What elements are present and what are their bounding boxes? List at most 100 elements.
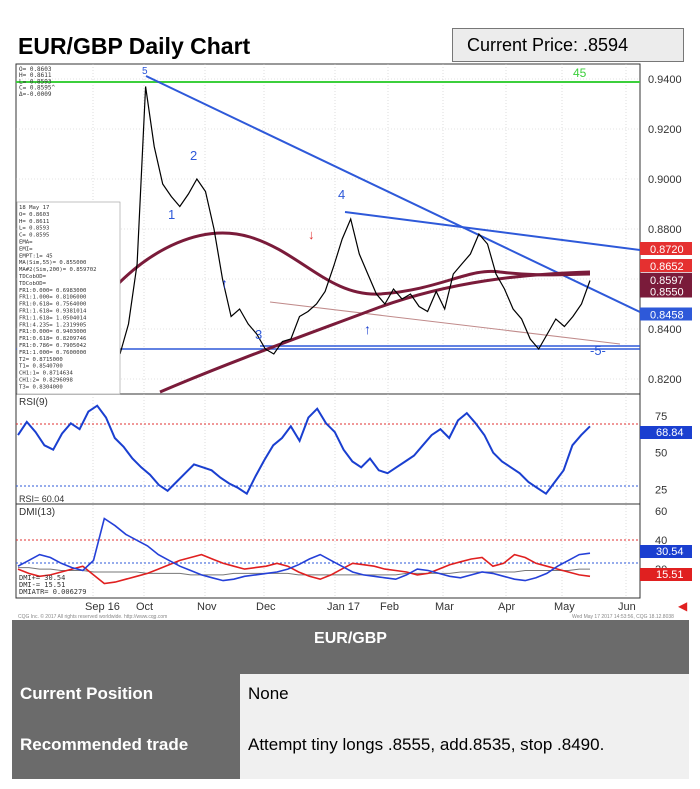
up-arrow-icon: ↑ bbox=[364, 321, 371, 337]
info-box-line: MA#2(Sim,200)= 0.859702 bbox=[19, 267, 96, 273]
current-price-box: Current Price: .8594 bbox=[452, 28, 684, 62]
price-series bbox=[119, 86, 591, 355]
fib-45-label: 45 bbox=[573, 66, 587, 80]
trade-table-heading: EUR/GBP bbox=[12, 620, 689, 674]
info-box-line: O= 0.8603 bbox=[19, 212, 49, 218]
price-tag-label: 0.8720 bbox=[650, 244, 684, 256]
ma200-line bbox=[159, 270, 591, 394]
price-tag-label: 0.8550 bbox=[650, 287, 684, 299]
ohlc-readout-line: L= 0.8593 bbox=[19, 78, 52, 85]
rsi-footer: RSI= 60.04 bbox=[19, 494, 64, 504]
upper-channel-line bbox=[344, 211, 641, 251]
price-tag-label: 0.8458 bbox=[650, 310, 684, 322]
wave-label-3: 3 bbox=[255, 327, 262, 342]
info-box-line: 18 May 17 bbox=[19, 205, 49, 211]
price-tick-label: 0.9000 bbox=[648, 174, 682, 186]
info-box-line: FR1:0.786= 0.7905042 bbox=[19, 343, 86, 349]
dmi-minus-series bbox=[17, 553, 591, 585]
info-box-line: FR1:0.618= 0.7564000 bbox=[19, 302, 86, 308]
current-position-label: Current Position bbox=[12, 674, 240, 722]
rsi-panel-frame bbox=[15, 393, 641, 505]
info-box-line: EMPT:1= 45 bbox=[19, 253, 53, 259]
price-tag bbox=[640, 307, 692, 321]
price-tick-label: 0.8800 bbox=[648, 224, 682, 236]
info-box-line: L= 0.8593 bbox=[19, 226, 49, 232]
chart-footer-right: Wed May 17 2017 14:53:56, CQG 18.12.8038 bbox=[572, 614, 674, 620]
price-tag bbox=[640, 284, 692, 298]
info-box-line: CH1:2= 0.8296098 bbox=[19, 378, 74, 384]
dmi-plus-label: 30.54 bbox=[656, 546, 684, 558]
wave-label-1: 1 bbox=[168, 207, 175, 222]
dmi-axis: 604020 bbox=[655, 506, 667, 576]
info-box-line: FR1:0.000= 0.9403000 bbox=[19, 329, 86, 335]
info-box-line: MA(Sim,55)= 0.855000 bbox=[19, 260, 86, 266]
info-box-line: EMA= bbox=[19, 240, 33, 246]
x-tick-label: Oct bbox=[136, 601, 153, 613]
time-axis: Sep 16 Oct Nov Dec Jan 17 Feb Mar Apr May Jun bbox=[85, 601, 636, 613]
price-tick-label: 0.9200 bbox=[648, 124, 682, 136]
x-tick-label: Feb bbox=[380, 601, 399, 613]
rsi-current-label: 68.84 bbox=[656, 427, 684, 439]
scroll-left-arrow-icon[interactable]: ◀ bbox=[678, 599, 688, 613]
rsi-axis: 75 50 25 bbox=[655, 411, 667, 496]
dmi-plus-tag bbox=[640, 545, 692, 558]
info-box-line: FR1:1.618= 1.0504014 bbox=[19, 315, 87, 321]
recommended-trade-label: Recommended trade bbox=[12, 722, 240, 779]
current-position-value: None bbox=[240, 674, 689, 722]
info-box-line: FR1:1.000= 0.7600000 bbox=[19, 350, 86, 356]
info-box-line: FR1:4.235= 1.2319905 bbox=[19, 322, 86, 328]
recommended-trade-value: Attempt tiny longs .8555, add.8535, stop… bbox=[240, 722, 689, 779]
wave-label-4: 4 bbox=[338, 187, 345, 202]
x-tick-label: May bbox=[554, 601, 575, 613]
x-tick-label: Jun bbox=[618, 601, 636, 613]
ohlc-readout-line: Δ=-0.0009 bbox=[19, 91, 52, 98]
price-chart: 0.94000.92000.90000.88000.86000.84000.82… bbox=[15, 63, 692, 620]
rsi-tick-label: 75 bbox=[655, 411, 667, 423]
info-box-line: FR1:1.000= 0.8106000 bbox=[19, 295, 86, 301]
info-box-line: TDCobOD= bbox=[19, 281, 47, 287]
info-box-line: H= 0.8611 bbox=[19, 219, 49, 225]
rsi-series bbox=[17, 404, 591, 496]
x-tick-label: Sep 16 bbox=[85, 601, 120, 613]
ma55-line bbox=[116, 231, 591, 296]
wave-label-5: 5 bbox=[142, 66, 148, 77]
info-box-line: C= 0.8595 bbox=[19, 233, 49, 239]
price-tag bbox=[640, 242, 692, 255]
wave-label-2: 2 bbox=[190, 148, 197, 163]
info-box-line: EMI= bbox=[19, 246, 33, 252]
info-box-line: T1= 0.8540700 bbox=[19, 364, 63, 370]
price-tick-label: 0.9400 bbox=[648, 74, 682, 86]
price-axis: 0.94000.92000.90000.88000.86000.84000.82… bbox=[648, 74, 682, 386]
dmi-legend-line: DMIATR= 0.006279 bbox=[19, 588, 86, 596]
info-box-line: FR1:0.618= 0.8209746 bbox=[19, 336, 86, 342]
page-title: EUR/GBP Daily Chart bbox=[18, 33, 251, 59]
dmi-plus-series bbox=[17, 517, 591, 582]
dmi-tick-label: 60 bbox=[655, 506, 667, 518]
ohlc-readout-line: O= 0.8603 bbox=[19, 66, 52, 73]
rsi-tick-label: 50 bbox=[655, 448, 667, 460]
dmi-minus-tag bbox=[640, 568, 692, 581]
x-tick-label: Dec bbox=[256, 601, 276, 613]
price-tag-label: 0.8652 bbox=[650, 261, 684, 273]
trade-table: EUR/GBP Current Position None Recommende… bbox=[12, 620, 689, 779]
info-box-line: T2= 0.8715000 bbox=[19, 357, 63, 363]
price-tick-label: 0.8400 bbox=[648, 324, 682, 336]
x-tick-label: Apr bbox=[498, 601, 515, 613]
dmi-legend-line: DMI-= 15.51 bbox=[19, 581, 65, 589]
up-arrow-icon: ↑ bbox=[221, 275, 228, 291]
dmi-panel-frame bbox=[15, 503, 641, 599]
ohlc-readout-line: C= 0.8595^ bbox=[19, 85, 56, 92]
rsi-title: RSI(9) bbox=[19, 397, 48, 408]
rsi-tick-label: 25 bbox=[655, 484, 667, 496]
chart-footer-left: CQG Inc. © 2017 All rights reserved worl… bbox=[18, 613, 167, 620]
price-tags: 0.8720 0.8652 0.85970.8550 0.8458 bbox=[640, 242, 692, 322]
info-box-line: FR1:1.618= 0.9381014 bbox=[19, 309, 87, 315]
info-box-line: T3= 0.8304000 bbox=[19, 384, 63, 390]
x-tick-label: Mar bbox=[435, 601, 454, 613]
dmi-tick-label: 40 bbox=[655, 535, 667, 547]
down-arrow-icon: ↓ bbox=[308, 227, 315, 242]
price-tag bbox=[640, 259, 692, 272]
